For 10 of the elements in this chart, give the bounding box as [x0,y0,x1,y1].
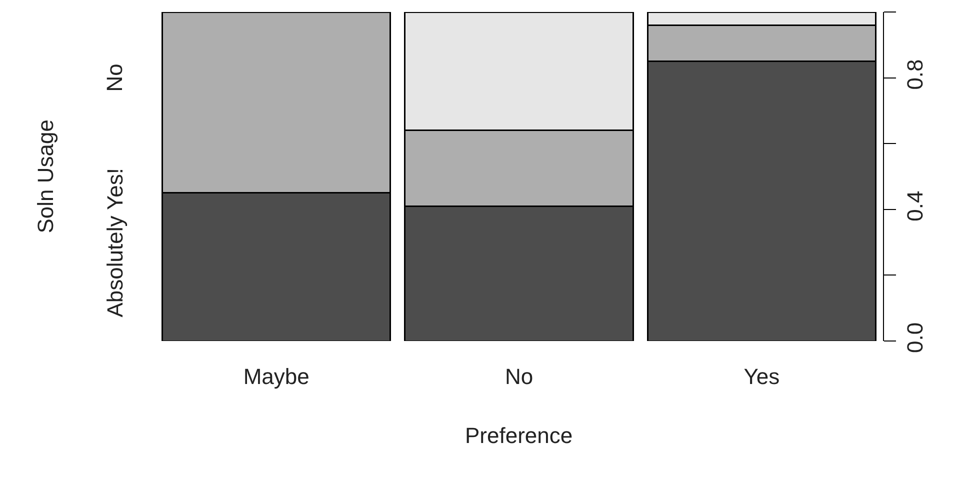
y-axis-title: Soln Usage [33,119,58,234]
x-tick-label: Maybe [243,364,310,389]
y-tick-label: 0.8 [902,59,928,90]
y-tick-label: 0.0 [902,322,928,353]
x-axis-title: Preference [465,423,573,448]
text: No [102,64,128,92]
x-tick-label: No [504,364,534,389]
x-tick-label: Yes [744,364,780,389]
y-tick-label: 0.4 [902,190,928,222]
text: Absolutely Yes! [102,168,128,318]
